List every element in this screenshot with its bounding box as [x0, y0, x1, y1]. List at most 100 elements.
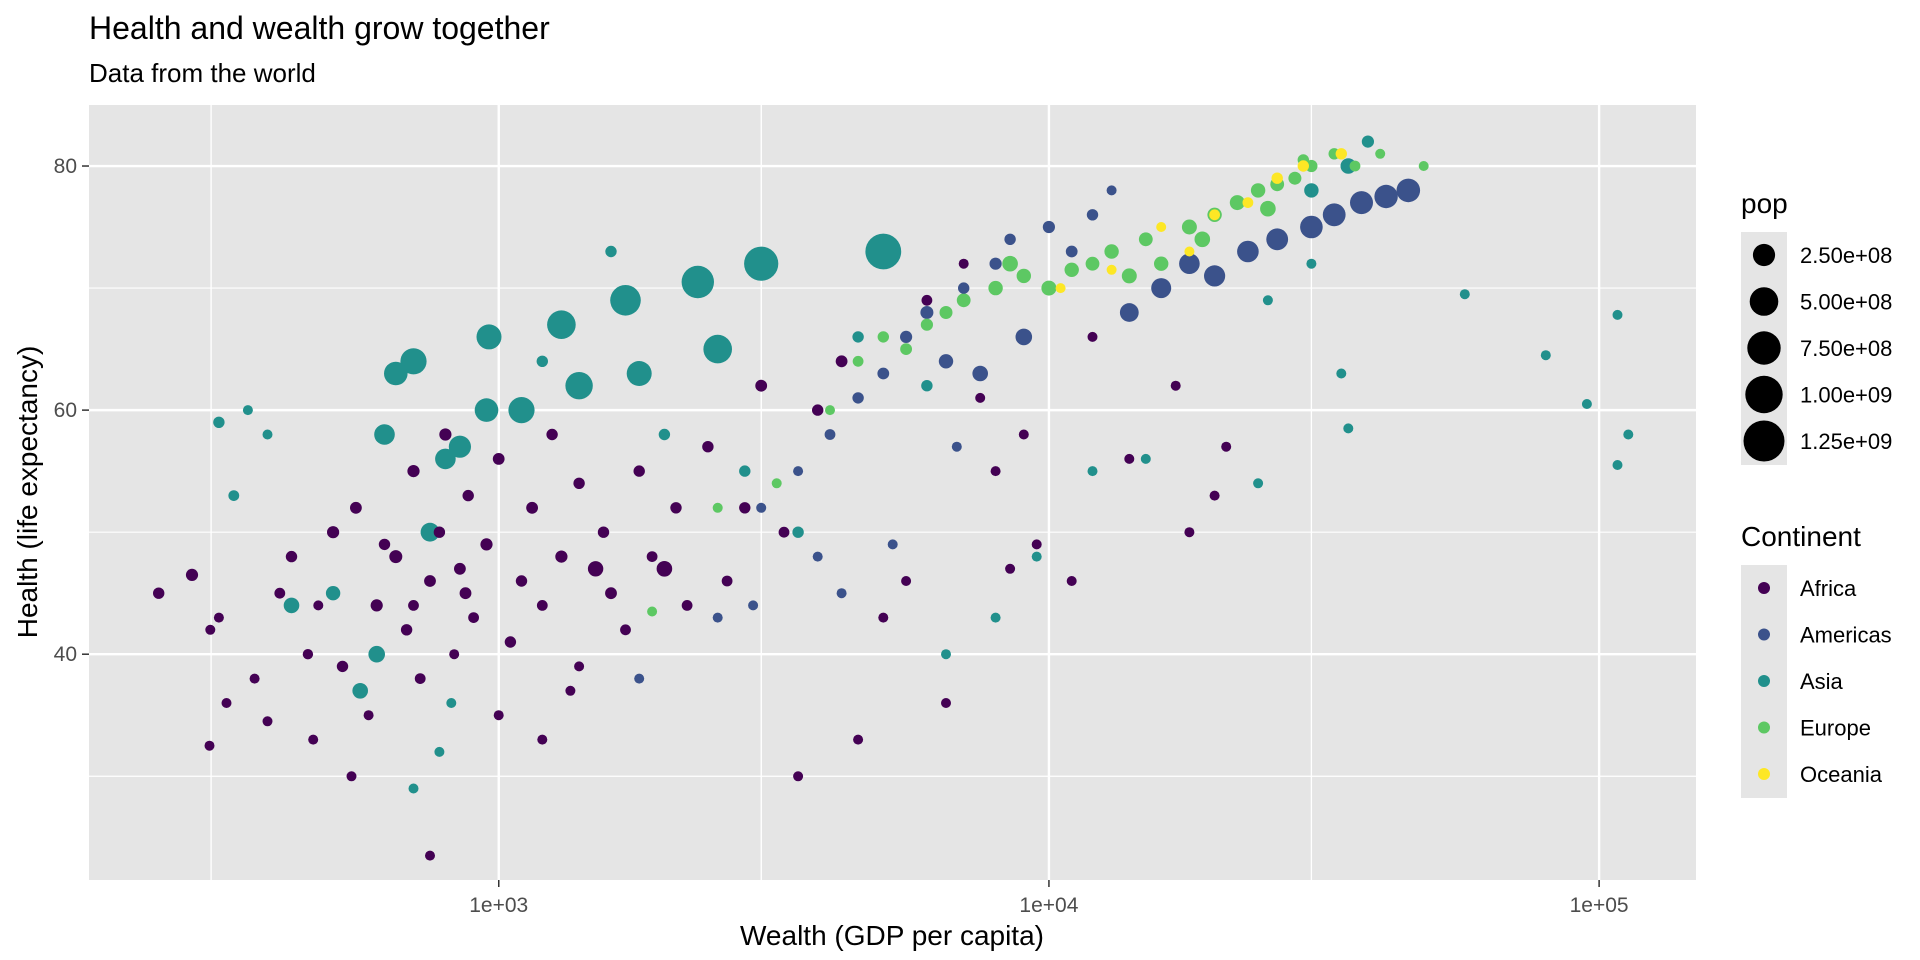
point-africa [574, 661, 585, 672]
point-europe [1375, 148, 1386, 159]
point-americas [877, 367, 890, 380]
legend-pop-label: 2.50e+08 [1800, 243, 1892, 268]
point-asia [658, 428, 671, 441]
point-africa [439, 428, 452, 441]
point-americas [1300, 215, 1323, 239]
point-asia [476, 324, 502, 350]
legend-pop-label: 5.00e+08 [1800, 290, 1892, 315]
point-europe [852, 355, 864, 367]
point-asia [565, 372, 593, 400]
y-axis-label: Health (life expectancy) [12, 346, 43, 639]
point-europe [1104, 244, 1119, 259]
point-africa [414, 673, 426, 684]
point-asia [435, 448, 456, 470]
point-africa [515, 575, 528, 587]
point-europe [1064, 262, 1079, 277]
point-oceania [1335, 148, 1348, 160]
point-americas [958, 282, 970, 294]
point-africa [378, 538, 391, 551]
point-americas [1015, 328, 1033, 346]
point-americas [1396, 178, 1421, 203]
x-tick-label: 1e+04 [1019, 894, 1078, 917]
y-tick-label: 60 [54, 399, 77, 422]
point-africa [1124, 453, 1135, 464]
point-africa [504, 636, 517, 648]
point-europe [988, 280, 1003, 296]
point-africa [1184, 527, 1195, 538]
legend-pop-label: 1.00e+09 [1800, 383, 1892, 408]
point-asia [1336, 368, 1347, 379]
point-americas [1350, 191, 1373, 215]
point-asia [865, 233, 902, 270]
point-americas [972, 365, 988, 382]
point-oceania [1055, 283, 1066, 294]
point-asia [384, 361, 408, 386]
point-asia [352, 683, 369, 699]
point-africa [739, 502, 751, 514]
point-europe [1260, 200, 1276, 217]
point-africa [407, 465, 420, 478]
point-americas [852, 392, 864, 404]
point-americas [756, 502, 767, 513]
point-europe [1250, 183, 1266, 198]
point-americas [887, 539, 898, 550]
point-africa [433, 526, 446, 538]
point-asia [744, 246, 779, 281]
x-tick-label: 1e+03 [469, 894, 528, 917]
point-americas [989, 257, 1002, 270]
point-oceania [1106, 264, 1117, 275]
point-asia [1459, 289, 1470, 300]
point-americas [712, 612, 723, 623]
point-africa [1005, 563, 1016, 574]
data-points [153, 135, 1634, 861]
point-europe [1418, 161, 1429, 171]
point-asia [242, 405, 253, 416]
point-oceania [1242, 197, 1254, 209]
point-asia [420, 522, 440, 542]
point-americas [836, 588, 847, 599]
point-africa [327, 526, 340, 539]
point-africa [1209, 490, 1220, 501]
axis-ticks: 1e+03 1e+04 1e+05 40 60 80 [54, 155, 1629, 917]
point-africa [620, 624, 631, 636]
point-asia [1140, 453, 1151, 464]
point-asia [1612, 460, 1623, 470]
point-asia [681, 265, 714, 299]
point-europe [1085, 256, 1100, 271]
point-asia [1253, 478, 1264, 489]
point-africa [605, 587, 617, 600]
point-africa [185, 568, 199, 582]
point-africa [480, 538, 493, 551]
point-africa [853, 734, 864, 745]
point-americas [1086, 209, 1099, 221]
point-africa [468, 612, 479, 623]
point-africa [221, 698, 232, 708]
chart-subtitle: Data from the world [89, 58, 316, 88]
point-africa [492, 453, 505, 465]
point-africa [1221, 441, 1232, 452]
point-europe [712, 502, 723, 513]
point-europe [1229, 195, 1245, 211]
point-asia [1361, 135, 1374, 148]
point-africa [459, 587, 472, 600]
point-africa [573, 477, 585, 489]
point-asia [213, 416, 225, 428]
legend-pop-label: 7.50e+08 [1800, 336, 1892, 361]
point-africa [350, 501, 362, 514]
point-africa [425, 850, 435, 861]
legend-key-africa [1758, 582, 1770, 594]
legend-label-africa: Africa [1800, 576, 1857, 601]
point-asia [1612, 309, 1623, 320]
point-asia [368, 645, 386, 663]
point-africa [633, 465, 645, 477]
point-africa [285, 550, 298, 563]
point-europe [1138, 232, 1153, 247]
x-axis-label: Wealth (GDP per capita) [740, 920, 1044, 951]
legend-pop-key [1743, 420, 1785, 462]
legend-continent: Continent Africa Americas Asia Europe Oceani… [1741, 521, 1892, 798]
point-asia [941, 649, 951, 660]
point-asia [1262, 295, 1273, 306]
point-asia [792, 526, 804, 538]
point-americas [1106, 185, 1117, 196]
point-asia [921, 380, 933, 392]
